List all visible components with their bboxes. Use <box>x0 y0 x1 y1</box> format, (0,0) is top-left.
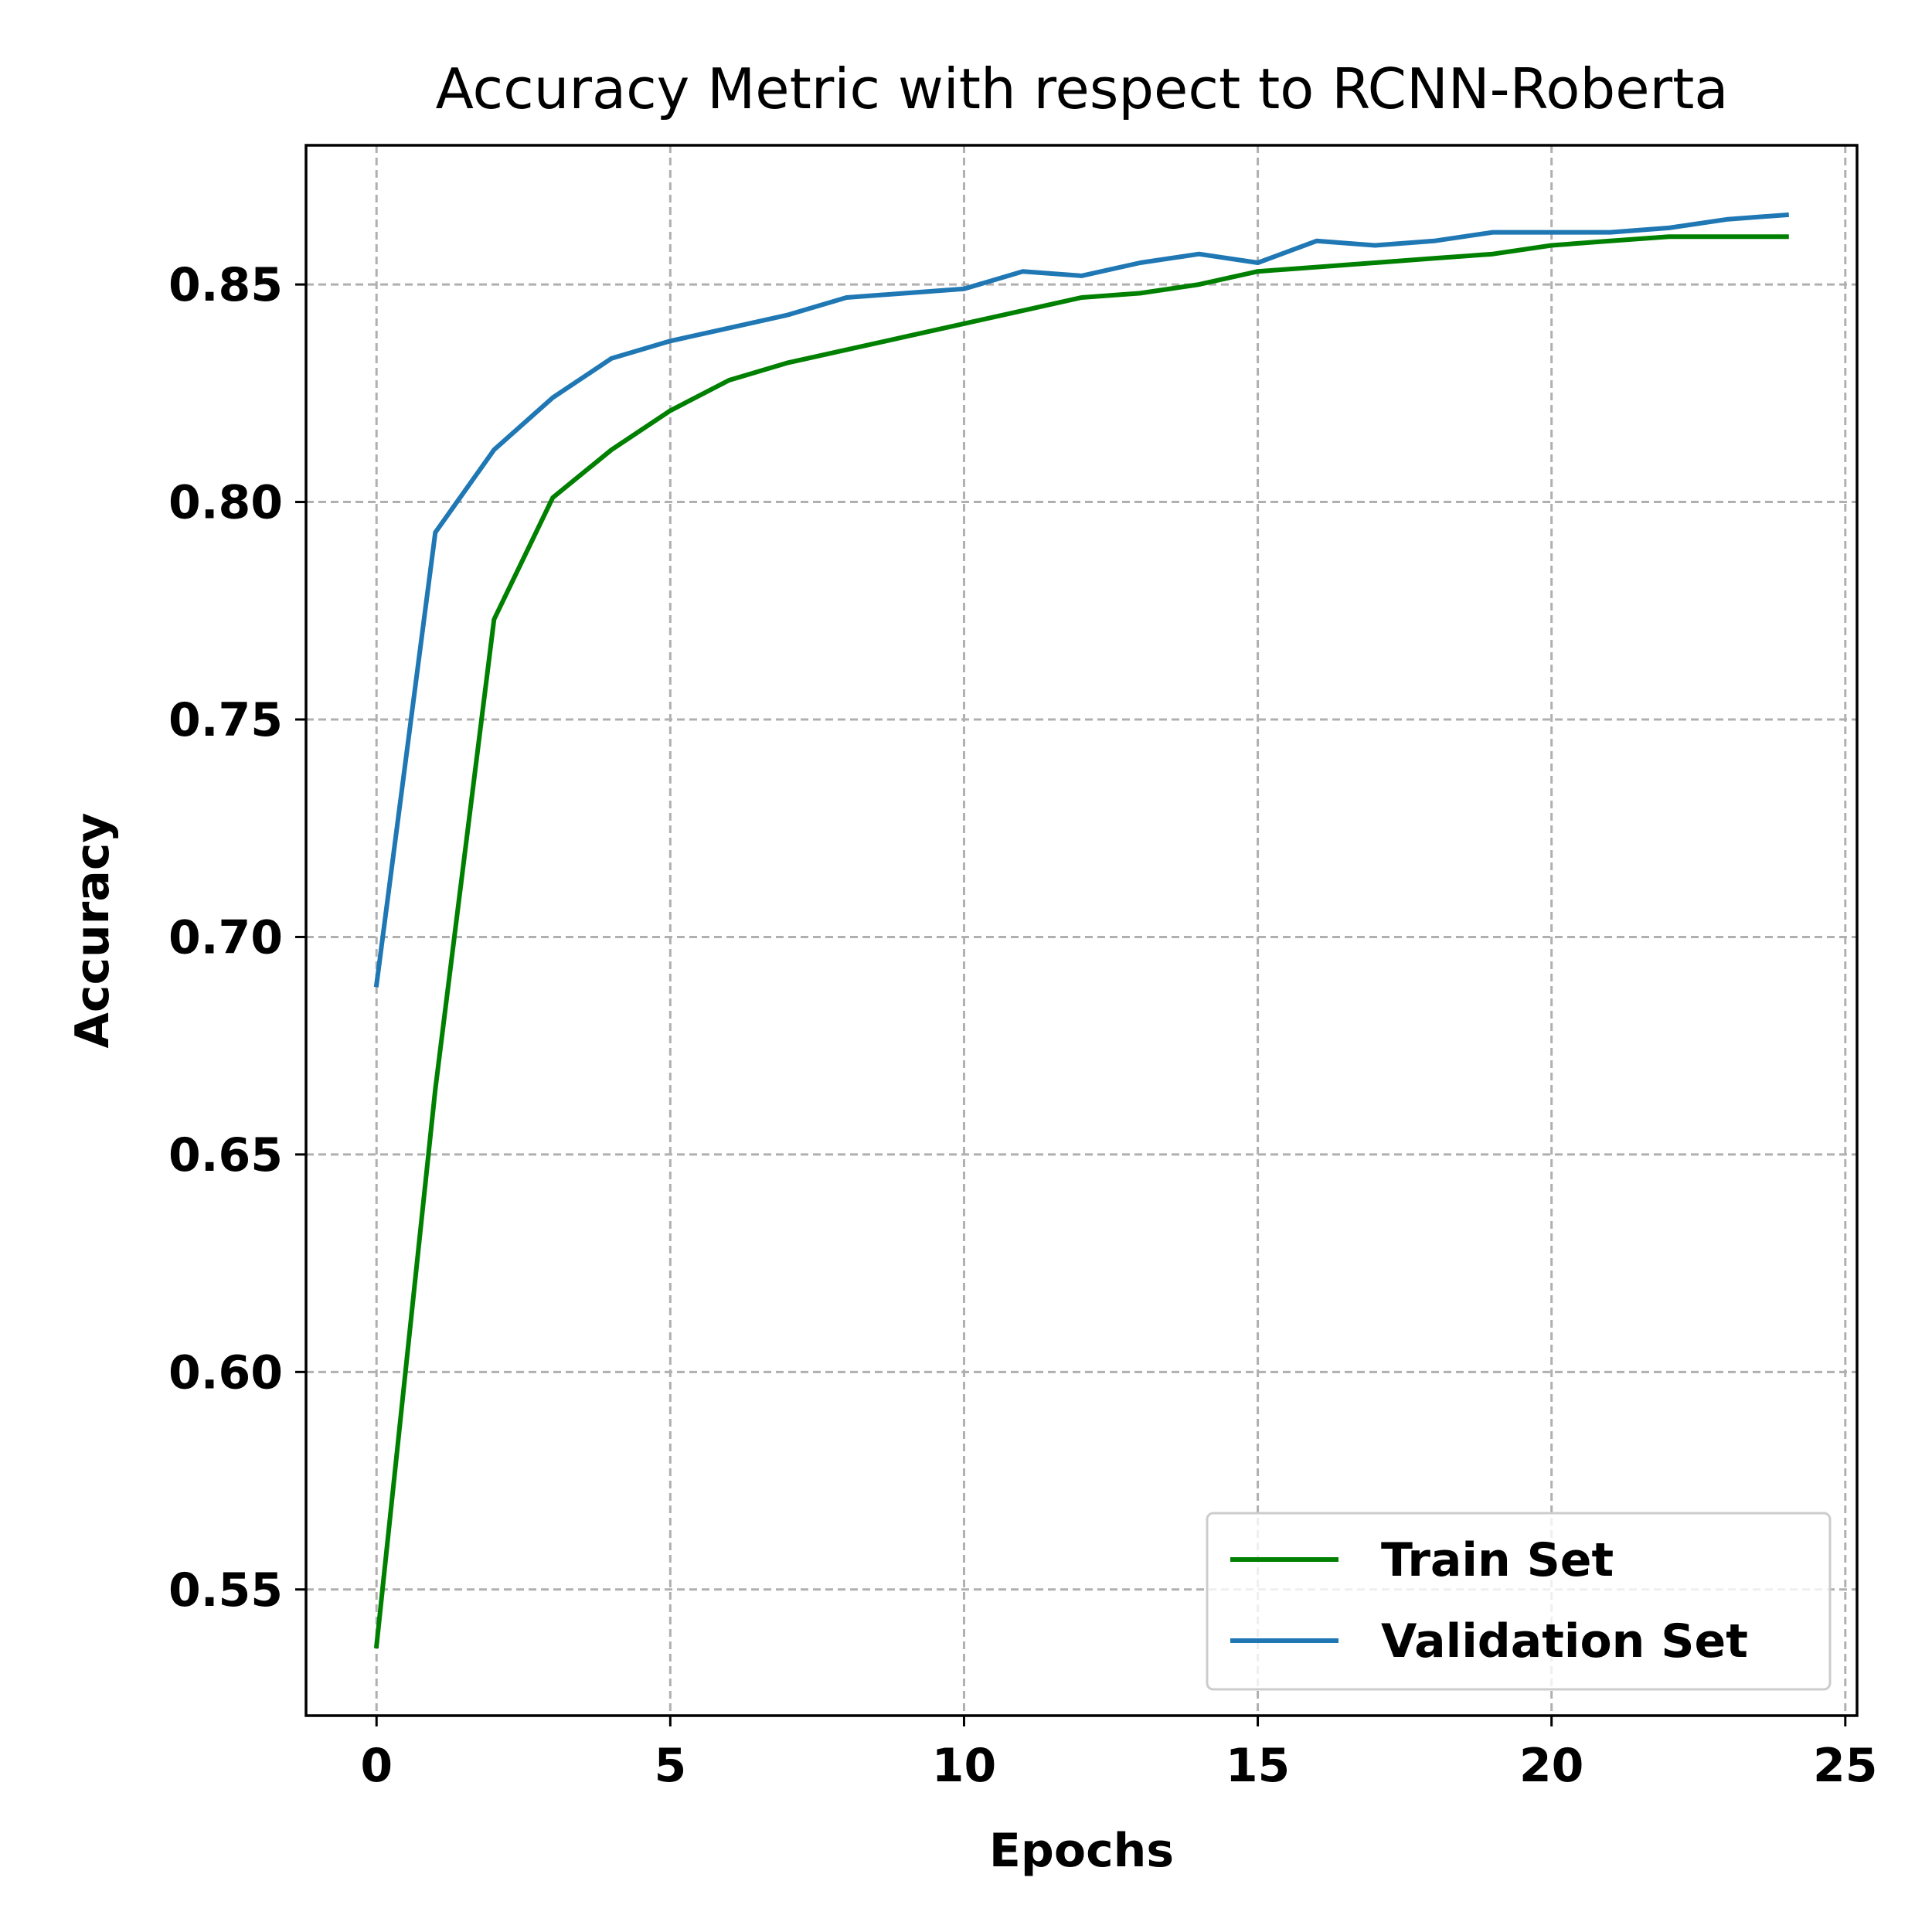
x-tick-label: 20 <box>1519 1739 1584 1793</box>
x-tick-label: 10 <box>932 1739 997 1793</box>
y-axis-label: Accuracy <box>66 812 120 1048</box>
y-tick-label: 0.60 <box>168 1345 283 1400</box>
series-lines <box>373 212 1790 1649</box>
legend: Train Set Validation Set <box>1206 1512 1832 1691</box>
y-tick-label: 0.80 <box>168 476 283 530</box>
axis-ticks: 0 5 10 15 20 25 0.55 0.60 0.65 0.70 0.75 0.80 0.85 <box>168 258 1878 1793</box>
y-tick-label: 0.85 <box>168 258 283 312</box>
y-tick-label: 0.70 <box>168 910 283 964</box>
x-axis-label: Epochs <box>989 1824 1174 1878</box>
plot-frame <box>304 144 1859 1717</box>
y-tick-label: 0.75 <box>168 693 283 747</box>
x-tick-label: 5 <box>654 1739 686 1793</box>
chart-title: Accuracy Metric with respect to RCNN-Rob… <box>436 56 1729 121</box>
x-tick-label: 15 <box>1226 1739 1291 1793</box>
y-tick-label: 0.65 <box>168 1128 283 1182</box>
train-set-line <box>373 234 1789 1649</box>
legend-label-train: Train Set <box>1381 1533 1614 1587</box>
x-tick-label: 0 <box>360 1739 393 1793</box>
x-tick-label: 25 <box>1813 1739 1878 1793</box>
validation-set-line <box>373 212 1790 988</box>
y-tick-label: 0.55 <box>168 1563 283 1617</box>
grid-lines <box>306 145 1857 1716</box>
legend-label-validation: Validation Set <box>1381 1614 1748 1668</box>
legend-box <box>1206 1512 1832 1691</box>
